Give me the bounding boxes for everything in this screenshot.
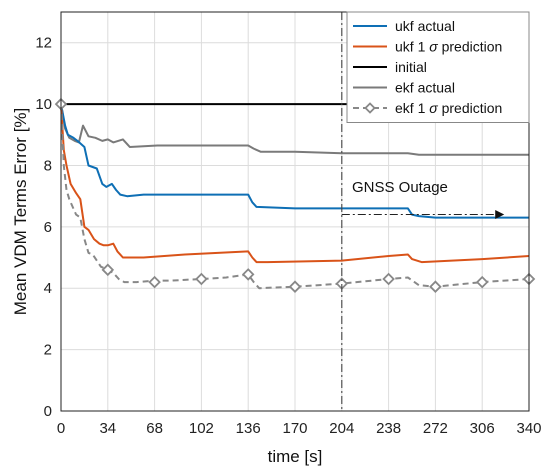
- series-marker: [475, 275, 489, 289]
- x-tick-label: 0: [57, 420, 65, 437]
- x-tick-label: 34: [99, 420, 116, 437]
- legend-label: ukf actual: [395, 18, 455, 34]
- legend-label: initial: [395, 59, 427, 75]
- series-line-ekf-actual: [60, 103, 529, 156]
- outage-annotation-label: GNSS Outage: [352, 179, 448, 196]
- series-line-ukf-1-prediction: [60, 104, 530, 264]
- y-tick-label: 0: [44, 403, 52, 420]
- series-line-ekf-1-prediction: [60, 104, 530, 290]
- series-marker: [195, 272, 208, 286]
- legend: ukf actual ukf 1 σ prediction initial ekf a…: [346, 11, 530, 123]
- y-tick-label: 10: [35, 96, 52, 113]
- legend-label: ekf 1 σ prediction: [395, 100, 502, 116]
- x-tick-label: 204: [329, 420, 354, 437]
- x-tick-label: 272: [423, 420, 448, 437]
- series-marker: [148, 275, 161, 289]
- legend-label: ekf actual: [395, 80, 455, 96]
- y-tick-label: 12: [35, 35, 52, 52]
- x-tick-label: 68: [146, 420, 163, 437]
- x-tick-label: 340: [516, 420, 541, 437]
- series-marker: [364, 102, 376, 114]
- x-tick-label: 306: [470, 420, 495, 437]
- x-tick-label: 102: [189, 420, 214, 437]
- x-tick-label: 238: [376, 420, 401, 437]
- outage-arrow-head: [495, 210, 505, 219]
- y-tick-label: 8: [44, 157, 52, 174]
- x-axis-label: time [s]: [268, 447, 323, 466]
- y-tick-label: 4: [44, 280, 52, 297]
- series-marker: [101, 263, 115, 277]
- y-axis-label: Mean VDM Terms Error [%]: [11, 108, 30, 316]
- x-tick-label: 136: [236, 420, 261, 437]
- y-tick-label: 2: [44, 342, 52, 359]
- series-marker: [382, 272, 395, 286]
- series-marker: [241, 268, 255, 281]
- legend-label: ukf 1 σ prediction: [395, 39, 502, 55]
- series-marker: [429, 280, 442, 293]
- series-marker: [288, 280, 302, 293]
- annotation: GNSS Outage: [341, 12, 505, 411]
- plot-frame: [60, 11, 530, 412]
- y-tick-label: 6: [44, 219, 52, 236]
- x-tick-label: 170: [282, 420, 307, 437]
- series-line-ukf-actual: [60, 103, 529, 219]
